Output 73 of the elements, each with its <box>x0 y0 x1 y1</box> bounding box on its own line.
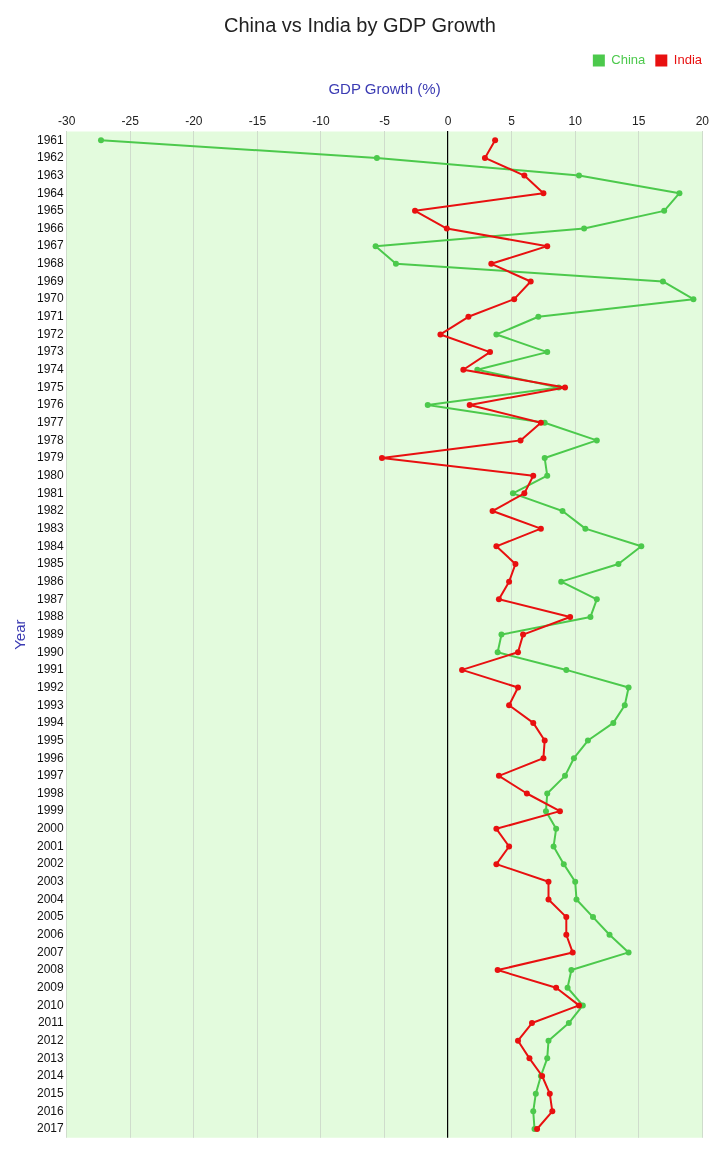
y-tick-label: 2011 <box>37 1015 65 1030</box>
x-tick-label: -30 <box>58 113 76 128</box>
y-tick-label: 1962 <box>36 150 65 165</box>
x-tick-label: -25 <box>121 113 140 128</box>
chart-title: China vs India by GDP Growth <box>224 13 496 36</box>
y-tick-label: 2000 <box>36 821 65 836</box>
y-tick-label: 1967 <box>36 238 65 253</box>
x-axis-title: GDP Growth (%) <box>328 80 441 98</box>
x-tick-label: -15 <box>248 113 267 128</box>
y-tick-label: 2002 <box>36 856 65 871</box>
y-tick-label: 1985 <box>36 556 65 571</box>
y-tick-label: 2004 <box>36 891 65 906</box>
y-tick-label: 1961 <box>36 132 65 147</box>
y-tick-label: 2013 <box>36 1050 65 1065</box>
y-tick-label: 2016 <box>36 1103 65 1118</box>
y-tick-label: 1991 <box>36 662 65 677</box>
y-tick-label: 1990 <box>36 644 65 659</box>
y-tick-label: 1974 <box>36 362 65 377</box>
y-tick-label: 1979 <box>36 450 65 465</box>
y-tick-label: 1971 <box>36 309 65 324</box>
y-tick-label: 2009 <box>36 980 65 995</box>
legend-label: India <box>673 52 703 68</box>
y-tick-label: 1999 <box>36 803 65 818</box>
x-tick-label: 5 <box>508 113 516 128</box>
y-tick-label: 1992 <box>36 679 65 694</box>
y-tick-label: 2001 <box>36 838 65 853</box>
y-tick-label: 1989 <box>36 626 65 641</box>
y-tick-label: 2006 <box>36 927 65 942</box>
y-tick-label: 1964 <box>36 185 65 200</box>
y-tick-label: 1996 <box>36 750 65 765</box>
y-tick-label: 1998 <box>36 785 65 800</box>
y-tick-label: 1975 <box>36 379 65 394</box>
y-tick-label: 1995 <box>36 732 65 747</box>
x-tick-label: 10 <box>568 113 583 128</box>
y-tick-label: 1969 <box>36 273 65 288</box>
y-tick-label: 1982 <box>36 503 65 518</box>
y-tick-label: 2010 <box>36 997 65 1012</box>
x-tick-label: -5 <box>379 113 391 128</box>
y-tick-label: 1977 <box>36 415 65 430</box>
y-tick-label: 2015 <box>36 1085 65 1100</box>
y-tick-label: 1976 <box>36 397 65 412</box>
y-tick-label: 1988 <box>36 609 65 624</box>
y-tick-label: 2014 <box>36 1068 65 1083</box>
x-tick-label: 20 <box>695 113 710 128</box>
y-tick-label: 1965 <box>36 203 65 218</box>
legend-label: China <box>611 52 647 68</box>
y-tick-label: 1997 <box>36 768 65 783</box>
x-tick-label: 15 <box>632 113 646 128</box>
y-tick-label: 1993 <box>36 697 65 712</box>
y-tick-label: 1986 <box>36 573 65 588</box>
x-tick-label: 0 <box>444 113 452 128</box>
y-tick-label: 1968 <box>36 256 65 271</box>
y-tick-label: 1981 <box>36 485 65 500</box>
y-tick-label: 1970 <box>36 291 65 306</box>
y-tick-label: 2003 <box>36 874 65 889</box>
y-tick-label: 2005 <box>36 909 65 924</box>
y-tick-label: 2012 <box>36 1033 65 1047</box>
y-tick-label: 1973 <box>36 344 65 359</box>
y-tick-label: 1987 <box>36 591 65 606</box>
x-tick-label: -20 <box>185 113 203 128</box>
y-tick-label: 1983 <box>36 520 65 535</box>
y-tick-label: 1972 <box>36 326 65 341</box>
y-tick-label: 1994 <box>36 715 65 730</box>
y-tick-label: 2007 <box>36 944 65 959</box>
y-tick-label: 1978 <box>36 432 65 447</box>
y-tick-label: 1984 <box>36 538 65 553</box>
y-tick-label: 2017 <box>36 1121 65 1136</box>
y-axis-title: Year <box>11 619 29 650</box>
y-tick-label: 2008 <box>36 962 65 977</box>
y-tick-label: 1980 <box>36 468 65 483</box>
y-tick-label: 1963 <box>36 167 65 182</box>
x-tick-label: -10 <box>312 113 330 128</box>
y-tick-label: 1966 <box>36 220 65 235</box>
